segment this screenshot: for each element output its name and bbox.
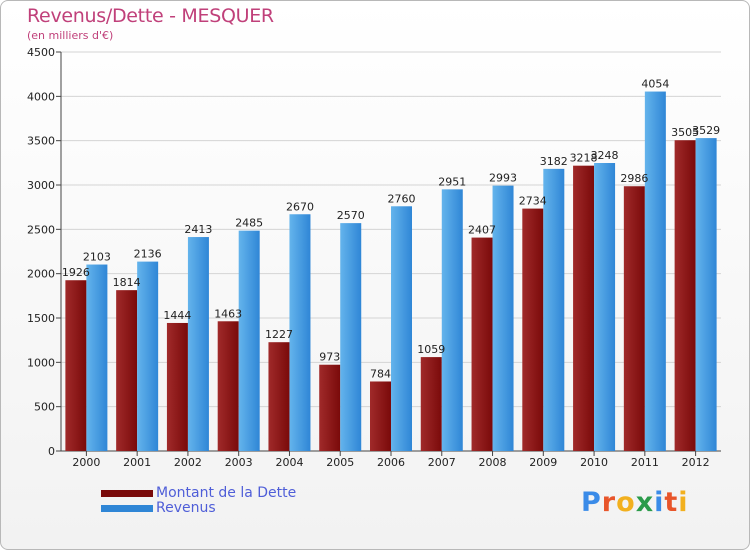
dette-bar — [65, 280, 87, 451]
y-tick-label: 1000 — [27, 356, 55, 369]
dette-bar — [573, 165, 595, 452]
dette-bar — [471, 237, 493, 451]
y-tick-label: 0 — [48, 445, 55, 458]
revenus-bar — [441, 189, 463, 451]
bars — [65, 91, 717, 452]
revenus-bar — [86, 264, 108, 451]
proxiti-logo: Proxiti — [581, 487, 689, 518]
logo-letter: t — [664, 487, 679, 518]
x-tick-label: 2007 — [428, 456, 456, 469]
legend-label-revenus: Revenus — [156, 500, 216, 516]
logo-letter: P — [581, 487, 602, 518]
revenus-value-label: 3529 — [692, 124, 720, 137]
revenus-bar — [238, 230, 260, 451]
dette-value-label: 2986 — [620, 172, 648, 185]
dette-value-label: 784 — [370, 367, 391, 380]
revenus-bar — [644, 91, 666, 451]
dette-bar — [268, 342, 290, 451]
logo-letter: r — [601, 487, 617, 518]
dette-value-label: 1227 — [265, 328, 293, 341]
x-tick-label: 2010 — [580, 456, 608, 469]
y-tick-label: 3500 — [27, 135, 55, 148]
dette-value-label: 2407 — [468, 224, 496, 237]
revenus-value-label: 2670 — [286, 200, 314, 213]
dette-bar — [217, 321, 239, 451]
dette-bar — [370, 381, 391, 451]
dette-bar — [522, 208, 544, 451]
legend-swatch-dette — [101, 490, 153, 497]
logo-letter: i — [678, 487, 689, 518]
revenus-bar — [340, 223, 362, 451]
x-tick-label: 2006 — [377, 456, 405, 469]
x-tick-label: 2003 — [225, 456, 253, 469]
y-tick-label: 500 — [34, 401, 55, 414]
dette-value-label: 3505 — [671, 126, 699, 139]
y-tick-label: 2500 — [27, 223, 55, 236]
revenus-value-label: 2103 — [83, 251, 111, 264]
revenus-bar — [289, 214, 311, 451]
legend-swatch-revenus — [101, 505, 153, 512]
dette-bar — [674, 140, 696, 451]
revenus-bar — [543, 168, 565, 451]
chart-title: Revenus/Dette - MESQUER — [27, 5, 274, 27]
y-tick-label: 2000 — [27, 268, 55, 281]
dette-value-label: 1463 — [214, 307, 242, 320]
dette-value-label: 1814 — [113, 276, 141, 289]
revenus-value-label: 3248 — [591, 149, 619, 162]
revenus-value-label: 2570 — [337, 209, 365, 222]
x-tick-label: 2012 — [682, 456, 710, 469]
dette-bar — [166, 322, 188, 451]
y-tick-label: 4000 — [27, 90, 55, 103]
revenus-bar — [695, 138, 717, 451]
x-tick-label: 2001 — [123, 456, 151, 469]
logo-letter: x — [635, 487, 655, 518]
revenus-value-label: 2993 — [489, 172, 517, 185]
revenus-value-label: 2136 — [134, 248, 162, 261]
x-tick-label: 2005 — [326, 456, 354, 469]
revenus-value-label: 2760 — [388, 192, 416, 205]
revenus-bar — [594, 163, 616, 451]
revenus-value-label: 3182 — [540, 155, 568, 168]
dette-value-label: 2734 — [519, 195, 547, 208]
x-tick-label: 2009 — [529, 456, 557, 469]
y-tick-label: 4500 — [27, 46, 55, 59]
y-tick-label: 1500 — [27, 312, 55, 325]
x-tick-label: 2011 — [631, 456, 659, 469]
dette-value-label: 3218 — [570, 152, 598, 165]
revenus-bar — [137, 261, 159, 451]
revenus-value-label: 2413 — [184, 223, 212, 236]
dette-value-label: 1444 — [163, 309, 191, 322]
revenus-value-label: 4054 — [641, 78, 669, 91]
y-tick-label: 3000 — [27, 179, 55, 192]
dette-value-label: 1059 — [417, 343, 445, 356]
logo-letter: i — [654, 487, 665, 518]
dette-bar — [420, 357, 442, 451]
x-tick-label: 2002 — [174, 456, 202, 469]
chart-subtitle: (en milliers d'€) — [27, 29, 114, 42]
revenus-value-label: 2485 — [235, 217, 263, 230]
revenus-bar — [492, 185, 514, 451]
x-tick-label: 2000 — [72, 456, 100, 469]
x-tick-label: 2008 — [479, 456, 507, 469]
dette-value-label: 973 — [319, 351, 340, 364]
x-tick-label: 2004 — [275, 456, 303, 469]
logo-letter: o — [616, 487, 636, 518]
revenus-bar — [391, 206, 412, 451]
revenus-bar — [187, 237, 209, 451]
dette-bar — [116, 290, 138, 451]
dette-bar — [319, 364, 341, 451]
dette-bar — [623, 186, 645, 451]
axes: 0 500 1000 1500 2000 2500 3000 3500 4000 4500 2000… — [27, 46, 721, 469]
legend-label-dette: Montant de la Dette — [156, 485, 297, 501]
revenus-value-label: 2951 — [438, 175, 466, 188]
dette-value-label: 1926 — [62, 266, 90, 279]
